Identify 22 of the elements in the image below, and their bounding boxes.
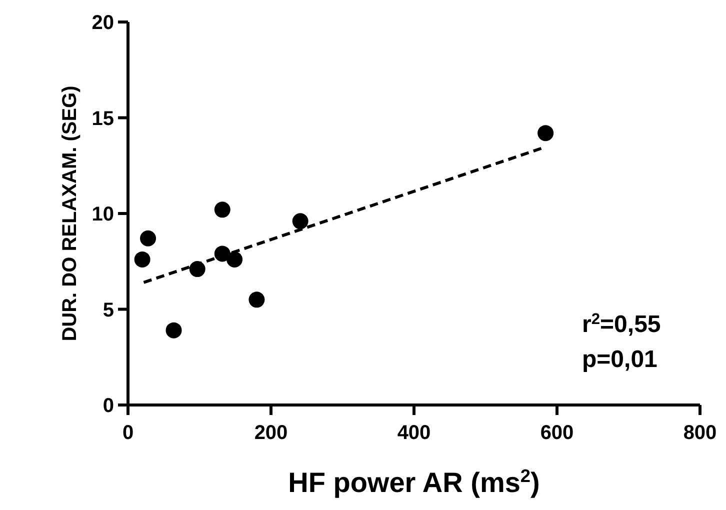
y-tick-label: 0 <box>102 395 114 417</box>
x-tick-label: 400 <box>397 422 431 444</box>
x-tick-label: 600 <box>540 422 574 444</box>
point <box>226 251 243 268</box>
point <box>248 292 265 308</box>
y-tick-label: 20 <box>92 12 114 34</box>
point <box>166 322 182 338</box>
x-axis-title: HF power AR (ms$^{2}$) <box>288 466 540 498</box>
point <box>538 125 554 142</box>
point <box>134 251 150 268</box>
annotation: r$^{2}$=0,55 <box>582 310 661 338</box>
annotation: p=0,01 <box>582 346 658 373</box>
x-tick-label: 0 <box>122 422 134 444</box>
y-tick-label: 15 <box>92 108 114 130</box>
point <box>140 230 156 246</box>
y-tick-label: 5 <box>102 299 114 322</box>
y-tick-label: 10 <box>92 204 114 226</box>
x-tick-label: 200 <box>254 422 288 444</box>
point <box>292 213 308 230</box>
y-axis-title: DUR. DO RELAXAM. (SEG) <box>59 86 81 342</box>
x-tick-label: 800 <box>683 422 717 444</box>
point <box>214 202 230 218</box>
